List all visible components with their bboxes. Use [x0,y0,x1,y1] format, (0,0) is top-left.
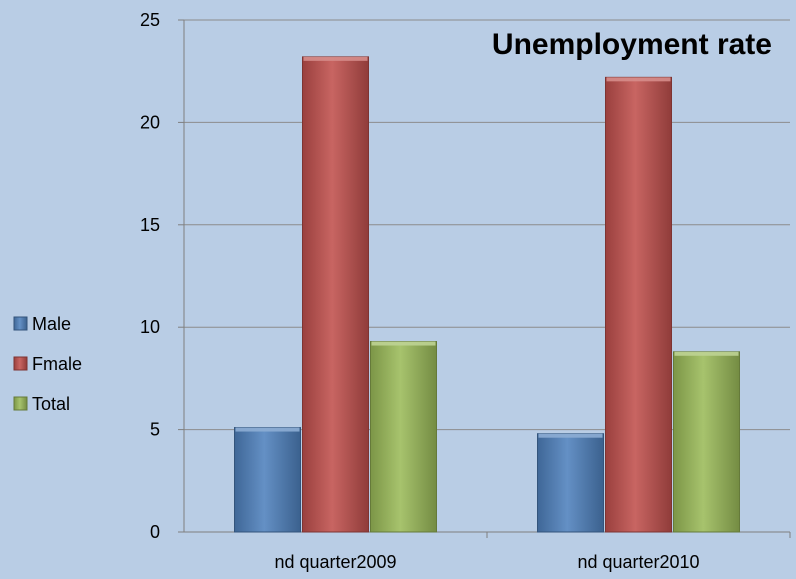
x-category-label: nd quarter2009 [274,552,396,572]
x-axis-labels: nd quarter2009 nd quarter2010 [274,532,791,572]
y-tick-label: 0 [150,522,160,542]
bar-male-1 [234,427,301,533]
y-tick-label: 10 [140,317,160,337]
y-tick-label: 5 [150,420,160,440]
legend-swatch [13,316,28,331]
chart-title: Unemployment rate [492,28,772,61]
legend-item-fmale: Fmale [13,354,82,374]
y-tick-label: 25 [140,10,160,30]
legend-swatch [13,396,28,411]
legend-label: Total [32,394,70,414]
legend-label: Male [32,314,71,334]
y-tick-label: 20 [140,112,160,132]
legend-swatch [13,356,28,371]
y-axis-ticks: 0 5 10 15 20 25 [140,10,184,542]
bar-fmale-2 [605,76,672,533]
legend-label: Fmale [32,354,82,374]
bars [234,56,740,533]
legend-item-male: Male [13,314,71,334]
bar-fmale-1 [302,56,369,533]
y-tick-label: 15 [140,215,160,235]
x-category-label: nd quarter2010 [577,552,699,572]
bar-total-2 [673,351,740,533]
bar-total-1 [370,341,437,533]
bar-male-2 [537,433,604,533]
legend-item-total: Total [13,394,70,414]
legend: Male Fmale Total [13,314,82,414]
